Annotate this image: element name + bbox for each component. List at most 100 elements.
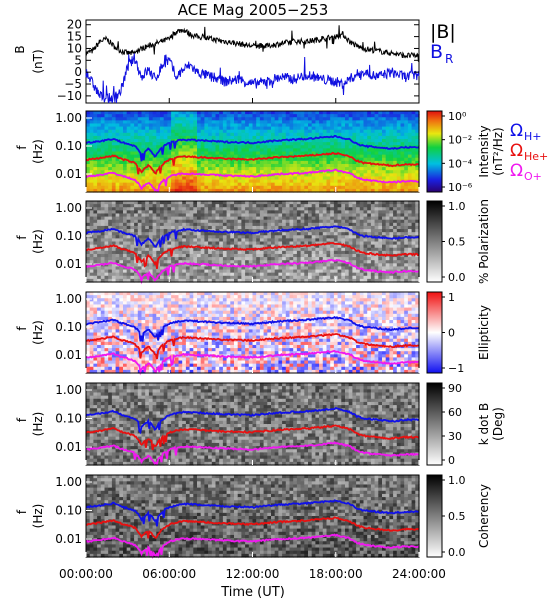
gyro-line-heplus <box>85 151 419 175</box>
spectro-cell <box>204 278 209 283</box>
spectro-cell <box>137 260 143 264</box>
spectro-cell <box>252 139 257 143</box>
spectro-cell <box>97 114 102 118</box>
spectro-cell <box>178 148 183 153</box>
spectro-cell <box>160 132 165 137</box>
spectro-cell <box>393 188 398 193</box>
spectro-cell <box>359 117 365 121</box>
spectro-cell <box>326 182 331 187</box>
spectro-cell <box>97 120 102 125</box>
spectro-cell <box>322 235 328 239</box>
spectro-cell <box>389 185 394 190</box>
spectro-cell <box>230 167 235 171</box>
spectro-cell <box>296 232 302 236</box>
spectro-cell <box>208 179 213 184</box>
spectro-cell <box>89 272 94 277</box>
spectro-cell <box>156 132 161 137</box>
spectro-cell <box>230 266 235 271</box>
spectro-cell <box>326 142 331 146</box>
spectro-cell <box>193 201 198 205</box>
spectro-cell <box>400 151 405 156</box>
spectro-cell <box>219 179 224 184</box>
spectro-cell <box>345 163 350 168</box>
b-ytick-label: −10 <box>57 89 82 103</box>
spectro-cell <box>123 154 128 159</box>
spectro-cell <box>111 163 117 168</box>
spectro-cell <box>134 219 139 224</box>
spectro-cell <box>137 213 143 218</box>
spectro-cell <box>156 157 161 162</box>
spectro-cell <box>311 238 316 243</box>
spectro-cell <box>234 260 239 264</box>
spectro-cell <box>185 272 191 277</box>
spectro-cell <box>126 278 131 283</box>
spectro-cell <box>248 216 254 221</box>
spectro-cell <box>115 216 120 221</box>
spectro-cell <box>222 123 228 128</box>
spectro-cell <box>185 250 191 255</box>
spectro-cell <box>182 275 187 280</box>
spectro-cell <box>333 201 339 205</box>
spectro-cell <box>285 235 291 239</box>
spectro-cell <box>100 244 106 249</box>
spectro-cell <box>293 222 298 227</box>
spectro-cell <box>263 222 268 227</box>
spectro-cell <box>182 257 187 261</box>
spectro-cell <box>282 219 287 224</box>
spectro-cell <box>108 120 113 125</box>
spectro-cell <box>104 219 109 224</box>
spectro-cell <box>148 145 154 149</box>
spectro-cell <box>226 120 231 125</box>
spectro-cell <box>274 142 279 146</box>
spectro-cell <box>345 222 350 227</box>
spectro-cell <box>322 129 328 134</box>
spectro-cell <box>304 272 309 277</box>
spectro-cell <box>137 114 143 118</box>
spectro-cell <box>100 201 106 205</box>
spectro-cell <box>185 123 191 128</box>
spectro-cell <box>304 126 309 131</box>
spectro-cell <box>97 126 102 131</box>
spectro-cell <box>282 142 287 146</box>
spectro-cell <box>200 163 205 168</box>
spectro-cell <box>178 135 183 140</box>
spectro-cell <box>104 222 109 227</box>
spectro-cell <box>315 148 320 153</box>
spectro-cell <box>111 173 117 178</box>
spectro-cell <box>300 120 305 125</box>
spectro-cell <box>104 126 109 131</box>
spectro-cell <box>274 148 279 153</box>
spectro-cell <box>248 151 254 156</box>
spectro-cell <box>200 250 205 255</box>
spectro-cell <box>341 120 346 125</box>
spectro-cell <box>234 257 239 261</box>
spectro-cell <box>108 235 113 239</box>
spectro-cell <box>252 163 257 168</box>
spectro-cell <box>370 185 376 190</box>
spectro-cell <box>285 151 291 156</box>
spectro-cell <box>263 278 268 283</box>
spectro-cell <box>274 232 279 236</box>
spectro-cell <box>189 142 194 146</box>
spectro-cell <box>234 114 239 118</box>
spectro-cell <box>274 120 279 125</box>
spectro-cell <box>326 148 331 153</box>
spectro-cell <box>148 151 154 156</box>
spectro-cell <box>248 126 254 131</box>
spectro-cell <box>385 151 390 156</box>
spectro-cell <box>404 176 409 181</box>
spectro-cell <box>130 160 135 165</box>
spectro-cell <box>319 188 324 193</box>
spectro-cell <box>248 135 254 140</box>
spectro-cell <box>104 123 109 128</box>
spectro-cell <box>185 260 191 264</box>
spectro-cell <box>333 210 339 215</box>
spectro-cell <box>141 170 146 174</box>
spectro-cell <box>282 129 287 134</box>
spectro-cell <box>289 160 294 165</box>
spectro-cell <box>219 142 224 146</box>
spectro-cell <box>337 129 342 134</box>
spectro-cell <box>134 182 139 187</box>
spectro-cell <box>274 210 279 215</box>
